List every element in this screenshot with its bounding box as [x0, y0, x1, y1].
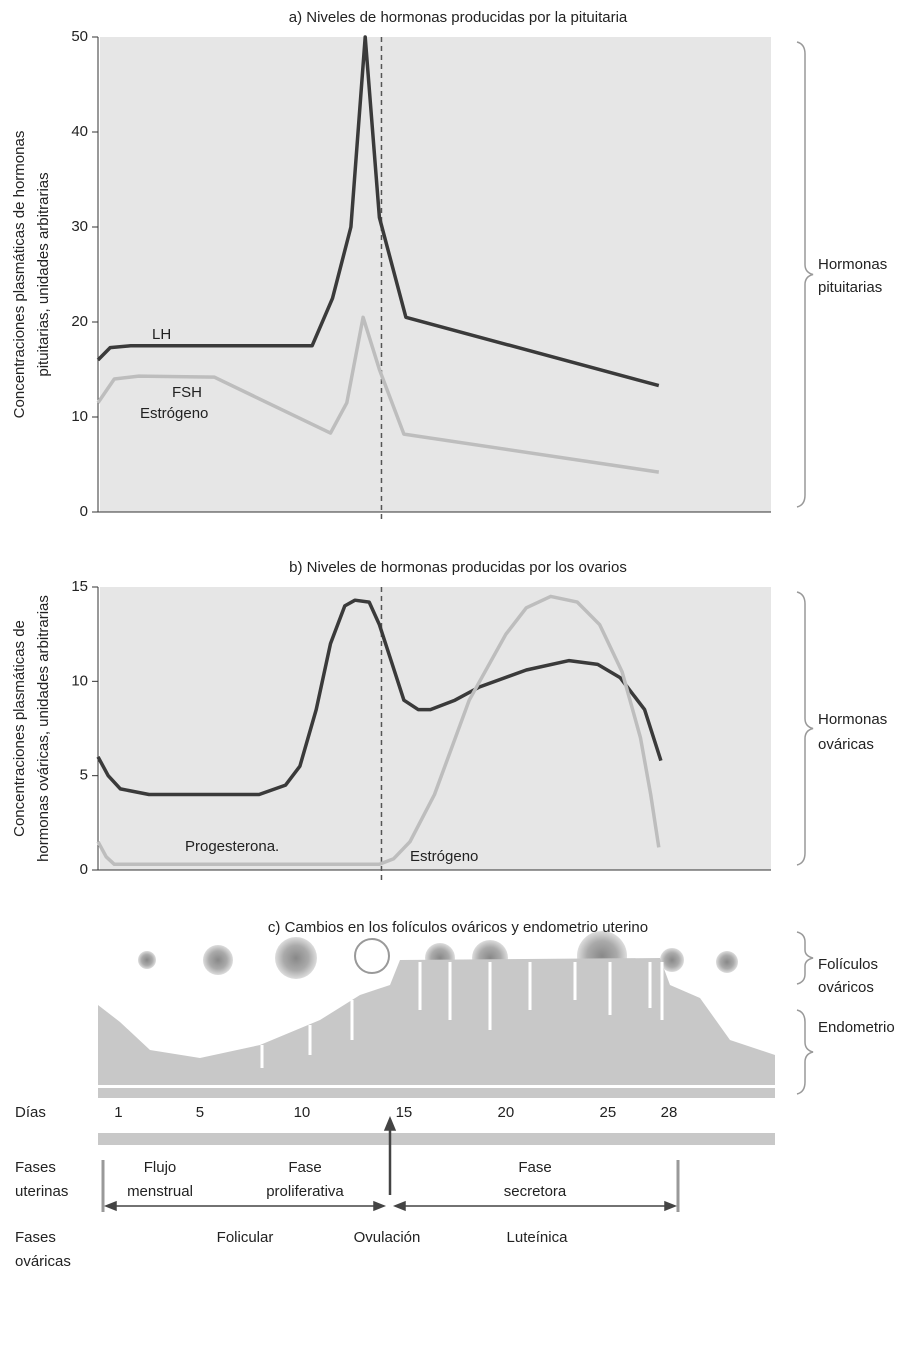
y-tick-label: 5	[80, 767, 88, 784]
y-axis-label: pituitarias, unidades arbitrarias	[35, 172, 52, 376]
ovarian-phases-label: Fases	[15, 1229, 56, 1246]
day-tick-label: 28	[661, 1104, 678, 1121]
series-line	[96, 35, 660, 388]
chart-title: b) Niveles de hormonas producidas por lo…	[289, 559, 627, 576]
day-tick-label: 5	[196, 1104, 204, 1121]
y-tick-label: 15	[71, 578, 88, 595]
day-tick-label: 20	[498, 1104, 515, 1121]
series-label: FSH	[172, 384, 202, 401]
phase-label: menstrual	[127, 1183, 193, 1200]
ruptured-follicle	[354, 938, 390, 974]
brace	[796, 41, 814, 508]
endometrium-label: Endometrio	[818, 1019, 895, 1036]
glands	[260, 962, 664, 1068]
follicles-label: ováricos	[818, 979, 874, 996]
follicle	[660, 948, 684, 972]
series-line	[96, 315, 660, 474]
days-label: Días	[15, 1104, 46, 1121]
y-tick-label: 10	[71, 408, 88, 425]
plot-area	[100, 587, 771, 870]
phase-label: secretora	[504, 1183, 567, 1200]
phase-label: Ovulación	[354, 1229, 421, 1246]
day-tick-label: 25	[600, 1104, 617, 1121]
y-tick-label: 0	[80, 503, 88, 520]
uterine-phases-label: Fases	[15, 1159, 56, 1176]
phase-arrows	[101, 1116, 680, 1212]
day-tick-label: 10	[294, 1104, 311, 1121]
endometrium-shape	[98, 958, 775, 1098]
series-line	[96, 594, 661, 867]
phase-label: Fase	[288, 1159, 321, 1176]
ovarian-phases-label: ováricas	[15, 1253, 71, 1270]
uterine-phases-label: uterinas	[15, 1183, 68, 1200]
brace	[796, 591, 814, 866]
y-axis-label: Concentraciones plasmáticas de	[11, 620, 28, 837]
series-line	[96, 598, 663, 797]
phase-label: Folicular	[217, 1229, 274, 1246]
plot-area	[100, 37, 771, 512]
follicle	[138, 951, 156, 969]
series-label: Progesterona.	[185, 838, 279, 855]
day-tick-label: 15	[396, 1104, 413, 1121]
y-tick-label: 20	[71, 313, 88, 330]
series-label: Estrógeno	[140, 405, 208, 422]
day-tick-label: 1	[114, 1104, 122, 1121]
y-axis-label: Concentraciones plasmáticas de hormonas	[11, 131, 28, 419]
follicles-label: Folículos	[818, 956, 878, 973]
follicle	[275, 937, 317, 979]
side-label: Hormonas	[818, 711, 887, 728]
brace	[796, 931, 814, 985]
side-label: ováricas	[818, 736, 874, 753]
phase-label: Fase	[518, 1159, 551, 1176]
phase-label: Luteínica	[507, 1229, 569, 1246]
annotation: Estrógeno	[410, 848, 478, 865]
y-tick-label: 50	[71, 28, 88, 45]
brace	[796, 1009, 814, 1095]
chart-title: a) Niveles de hormonas producidas por la…	[289, 9, 628, 26]
side-label: pituitarias	[818, 279, 882, 296]
day-bar	[98, 1133, 775, 1145]
phase-label: proliferativa	[266, 1183, 344, 1200]
y-tick-label: 0	[80, 861, 88, 878]
side-label: Hormonas	[818, 256, 887, 273]
series-label: LH	[152, 326, 171, 343]
follicle	[716, 951, 738, 973]
y-tick-label: 30	[71, 218, 88, 235]
panel-title: c) Cambios en los folículos ováricos y e…	[268, 919, 648, 936]
endometrium	[98, 958, 775, 1098]
y-axis-label: hormonas ováricas, unidades arbitrarias	[35, 595, 52, 862]
phase-label: Flujo	[144, 1159, 177, 1176]
follicle	[203, 945, 233, 975]
y-tick-label: 40	[71, 123, 88, 140]
y-tick-label: 10	[71, 672, 88, 689]
